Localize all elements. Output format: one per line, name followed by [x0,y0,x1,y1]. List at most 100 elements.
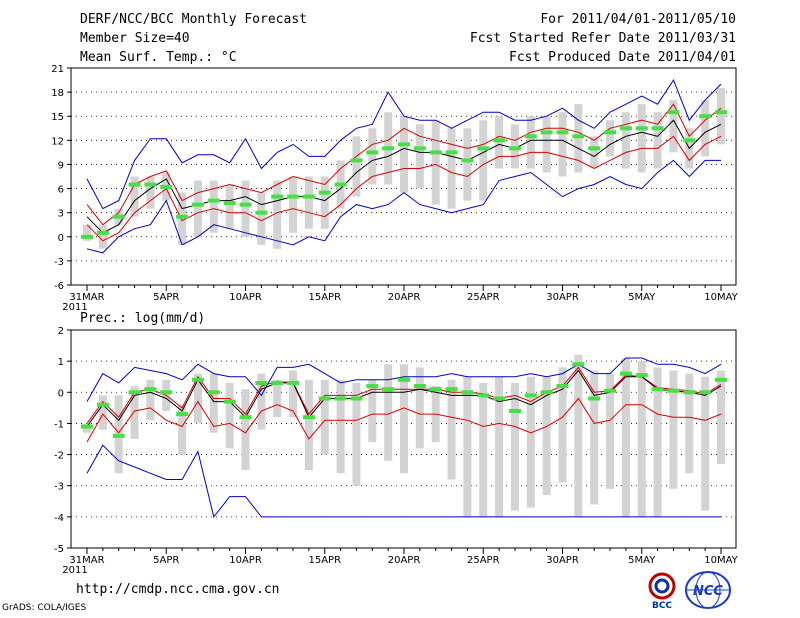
median-marker [651,126,664,131]
range-bar [526,376,535,508]
median-marker [493,396,506,401]
median-marker [366,150,379,155]
range-bar [510,382,519,511]
min-line [86,444,721,519]
y-tick-label: 2 [58,326,64,337]
median-marker [524,134,537,139]
x-tick-label: 15APR [308,292,341,303]
median-marker [271,380,284,385]
range-bar [98,224,107,249]
source-url[interactable]: http://cmdp.ncc.cma.gov.cn [76,582,280,597]
grads-credit: GrADS: COLA/IGES [2,603,87,613]
range-bar [98,395,107,430]
median-marker [255,210,268,215]
x-tick-label: 25APR [467,555,500,566]
median-marker [302,415,315,420]
x-tick-label: 5MAY [628,555,656,566]
median-marker [524,393,537,398]
range-bar [400,364,408,474]
range-bar [590,370,599,505]
range-bar [701,100,710,157]
range-bar [685,373,694,474]
median-marker [556,130,569,135]
range-bar [542,376,551,496]
y-tick-label: 0 [58,388,64,399]
forecast-produced-date: Fcst Produced Date 2011/04/01 [509,50,736,65]
median-marker [223,399,236,404]
median-marker [176,412,189,417]
y-tick-label: 21 [51,64,64,75]
median-marker [128,390,141,395]
range-bar [526,116,535,169]
member-size: Member Size=40 [80,31,190,46]
median-marker [318,396,331,401]
median-marker [302,194,315,199]
range-bar [621,358,630,517]
median-marker [112,433,125,438]
range-bar [241,180,250,237]
x-tick-year: 2011 [62,565,87,576]
range-bar [495,376,504,517]
median-marker [493,138,506,143]
y-tick-label: -6 [54,281,64,292]
median-marker [144,182,157,187]
range-bar [415,124,424,189]
median-marker [556,384,569,389]
range-bar [257,373,266,430]
range-bar [178,192,187,245]
range-bar [542,116,551,173]
median-marker [207,198,220,203]
y-tick-label: -5 [54,544,64,555]
median-marker [271,194,284,199]
range-bar [669,370,678,489]
median-marker [160,390,173,395]
median-marker [667,110,680,115]
median-marker [461,390,474,395]
median-marker [334,396,347,401]
median-marker [445,150,458,155]
median-marker [445,387,458,392]
median-marker [683,138,696,143]
median-marker [176,214,189,219]
median-marker [429,387,442,392]
sigma-upper-line [86,103,722,226]
median-marker [572,362,585,367]
y-tick-label: 9 [58,160,64,171]
range-bar [304,176,313,229]
median-marker [398,377,410,382]
median-marker [382,146,395,151]
median-marker [223,201,236,206]
y-tick-label: 1 [58,357,64,368]
range-bar [193,180,202,237]
range-bar [463,128,472,201]
median-marker [128,182,141,187]
range-bar [558,112,567,177]
median-marker [160,184,173,189]
y-tick-label: -1 [54,419,64,430]
median-marker [667,388,680,393]
forecast-started-date: Fcst Started Refer Date 2011/03/31 [469,31,736,46]
x-tick-label: 15APR [308,555,341,566]
median-marker [461,158,474,163]
median-marker [683,390,696,395]
chart-title: DERF/NCC/BCC Monthly Forecast [80,12,307,27]
range-bar [257,192,266,245]
x-tick-label: 31MAR [69,292,104,303]
median-marker [540,390,553,395]
range-bar [653,112,662,169]
range-bar [336,379,345,474]
median-marker [619,371,632,376]
median-marker [699,390,712,395]
range-bar [225,184,234,229]
range-bar [289,176,298,233]
x-tick-label: 5APR [153,555,179,566]
median-marker [508,146,521,151]
range-bar [479,120,488,201]
median-marker [96,402,109,407]
range-bar [717,88,725,145]
y-tick-label: 6 [58,185,64,196]
y-tick-label: -4 [54,513,64,524]
sigma-upper-line [86,366,722,424]
range-bar [447,379,456,480]
